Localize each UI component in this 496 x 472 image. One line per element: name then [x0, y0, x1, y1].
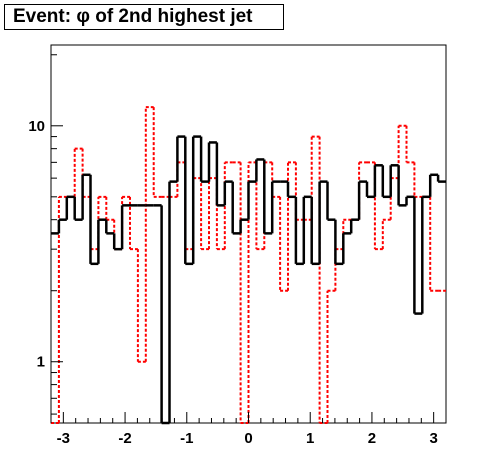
axis-layer: -3 -2 -1 0 1 2 3 1 10: [28, 54, 447, 447]
x-tick-label: -3: [57, 430, 70, 447]
series-layer: [51, 106, 446, 425]
series-black-solid: [51, 135, 446, 425]
x-tick-label: 0: [244, 430, 252, 447]
x-tick-label: 1: [306, 430, 314, 447]
x-tick-label: -1: [180, 430, 193, 447]
y-tick-label: 10: [28, 118, 45, 135]
y-tick-label: 1: [37, 354, 45, 371]
chart-title: Event: φ of 2nd highest jet: [4, 4, 284, 30]
x-tick-label: -2: [118, 430, 131, 447]
x-tick-label: 3: [429, 430, 437, 447]
x-tick-label: 2: [368, 430, 376, 447]
